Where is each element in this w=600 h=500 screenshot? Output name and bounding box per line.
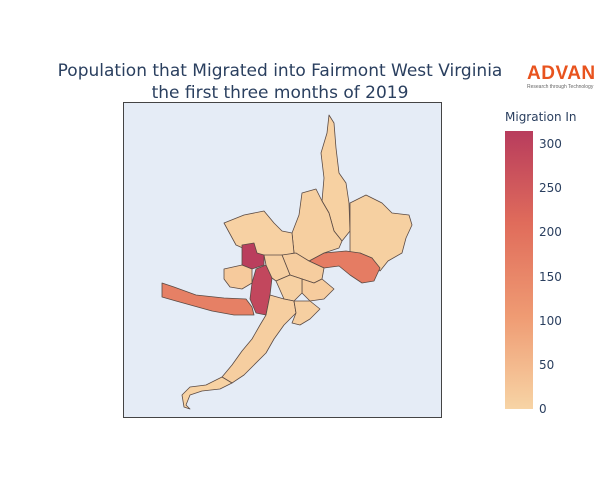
colorbar-title: Migration In bbox=[505, 110, 577, 124]
logo-wordmark: ADVAN bbox=[527, 63, 596, 84]
map-region-southeast[interactable] bbox=[291, 300, 321, 326]
advan-logo: ADVAN Research through Technology bbox=[527, 63, 597, 91]
colorbar-tick-label: 250 bbox=[539, 181, 562, 196]
colorbar-tick-label: 0 bbox=[539, 402, 547, 416]
map-region-central-c[interactable] bbox=[275, 274, 303, 302]
map-region-southwest-tail[interactable] bbox=[181, 376, 233, 410]
map-region-north-west[interactable] bbox=[223, 210, 295, 259]
map-title-line2: the first three months of 2019 bbox=[151, 83, 409, 103]
colorbar-tick-label: 200 bbox=[539, 225, 562, 240]
map-title-line1: Population that Migrated into Fairmont W… bbox=[57, 61, 503, 81]
colorbar-tick-label: 300 bbox=[539, 137, 562, 152]
map-svg[interactable] bbox=[124, 103, 442, 418]
colorbar-gradient bbox=[505, 131, 533, 409]
choropleth-map[interactable] bbox=[123, 102, 442, 418]
colorbar-tick-label: 50 bbox=[539, 357, 555, 372]
map-title: Population that Migrated into Fairmont W… bbox=[40, 60, 520, 104]
colorbar-tick-label: 150 bbox=[539, 269, 562, 284]
map-region-west-arm[interactable] bbox=[161, 282, 255, 316]
colorbar-tick-label: 100 bbox=[539, 313, 562, 328]
map-region-east-river[interactable] bbox=[308, 250, 381, 284]
map-region-central-b[interactable] bbox=[301, 278, 335, 302]
map-region-west-small[interactable] bbox=[223, 264, 253, 290]
logo-tagline: Research through Technology bbox=[527, 84, 594, 90]
